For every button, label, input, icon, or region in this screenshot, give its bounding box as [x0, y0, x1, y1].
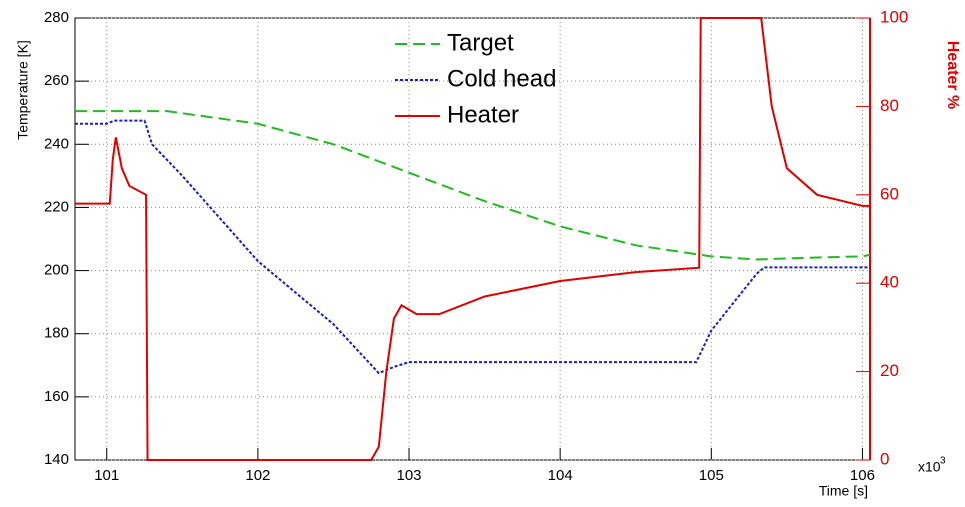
y-tick-label: 240	[44, 135, 69, 152]
y2-tick-label: 80	[880, 96, 899, 115]
x-multiplier-exp: 3	[940, 456, 946, 467]
y-tick-label: 260	[44, 72, 69, 89]
x-tick-label: 103	[397, 467, 422, 484]
x-tick-label: 106	[850, 467, 875, 484]
legend-label: Heater	[447, 101, 519, 128]
y-tick-label: 140	[44, 451, 69, 468]
x-multiplier: x10	[918, 459, 941, 475]
y2-axis-label: Heater %	[944, 41, 961, 109]
legend-label: Cold head	[447, 65, 556, 92]
y-tick-label: 220	[44, 198, 69, 215]
series-line	[75, 119, 870, 375]
x-tick-label: 102	[245, 467, 270, 484]
series-line	[75, 110, 871, 261]
y2-tick-label: 40	[880, 273, 899, 292]
y-tick-label: 280	[44, 9, 69, 26]
x-tick-label: 105	[699, 467, 724, 484]
y2-tick-label: 100	[880, 7, 908, 26]
legend-label: Target	[447, 29, 514, 56]
y2-tick-label: 20	[880, 361, 899, 380]
x-tick-label: 101	[94, 467, 119, 484]
y-axis-label: Temperature [K]	[15, 40, 31, 140]
y2-tick-label: 60	[880, 184, 899, 203]
x-tick-label: 104	[548, 467, 573, 484]
x-axis-label: Time [s]	[819, 483, 868, 499]
y-tick-label: 160	[44, 388, 69, 405]
y-tick-label: 200	[44, 262, 69, 279]
y-tick-label: 180	[44, 325, 69, 342]
y2-tick-label: 0	[880, 449, 889, 468]
series-line	[75, 17, 870, 461]
